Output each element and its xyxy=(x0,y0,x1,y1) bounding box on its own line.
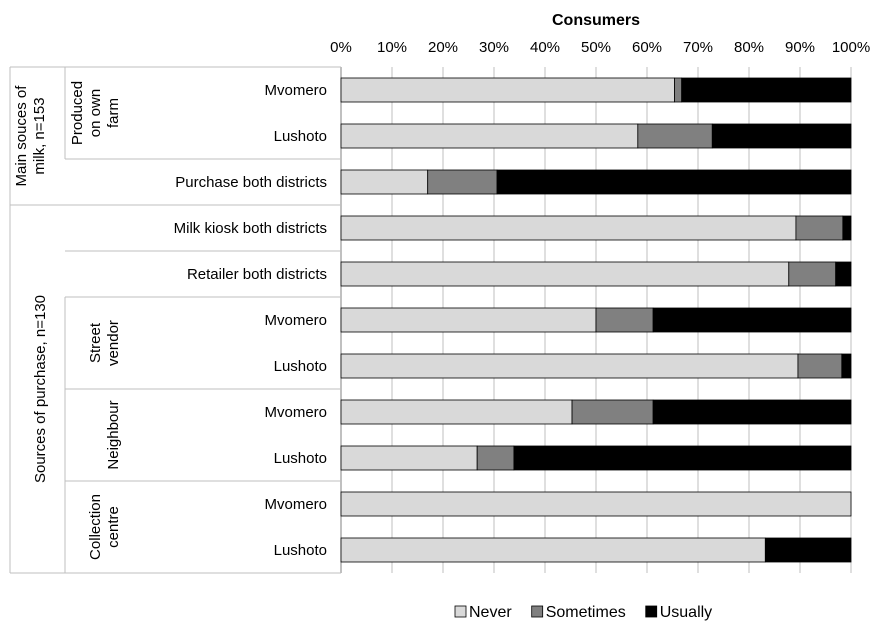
bar-segment-usually xyxy=(681,77,852,103)
bar-segment-never xyxy=(340,537,766,563)
legend-swatch-usually xyxy=(645,605,658,618)
x-tick-labels: 0% 10% 20% 30% 40% 50% 60% 70% 80% 90% 100% xyxy=(330,39,870,56)
bar-segment-usually xyxy=(652,399,852,425)
row-label: Lushoto xyxy=(274,358,327,375)
bar-segment-sometimes xyxy=(797,353,843,379)
bar-segment-usually xyxy=(841,353,852,379)
x-tick-label: 10% xyxy=(377,39,407,56)
bar-segment-usually xyxy=(496,169,852,195)
inner-group-label-line: farm xyxy=(105,98,122,128)
bar-segment-never xyxy=(340,307,597,333)
inner-group-label-line: centre xyxy=(105,506,122,548)
row-label: Purchase both districts xyxy=(175,174,327,191)
inner-group-label-line: Produced xyxy=(69,81,86,145)
bar-segment-usually xyxy=(835,261,852,287)
legend-swatch-never xyxy=(454,605,467,618)
bar-segment-sometimes xyxy=(571,399,654,425)
row-labels: Mvomero Lushoto Purchase both districts Mil… xyxy=(174,82,327,559)
bar-segment-never xyxy=(340,123,639,149)
bar-segment-never xyxy=(340,399,573,425)
bar-segment-never xyxy=(340,491,852,517)
x-tick-label: 60% xyxy=(632,39,662,56)
outer-group-label-line: milk, n=153 xyxy=(31,97,48,174)
bar-segment-sometimes xyxy=(788,261,837,287)
outer-group-label-line: Main souces of xyxy=(13,85,30,187)
bar-segment-usually xyxy=(652,307,852,333)
inner-group-label: Neighbour xyxy=(105,400,122,469)
x-tick-label: 50% xyxy=(581,39,611,56)
legend-swatch-sometimes xyxy=(531,605,544,618)
row-label: Retailer both districts xyxy=(187,266,327,283)
bar-segment-never xyxy=(340,445,478,471)
inner-group-label: Collection centre xyxy=(87,494,122,560)
row-label: Mvomero xyxy=(264,404,327,421)
x-tick-label: 100% xyxy=(832,39,870,56)
bar-segment-usually xyxy=(842,215,852,241)
bar-segment-sometimes xyxy=(595,307,654,333)
bar-segment-sometimes xyxy=(795,215,844,241)
bar-segment-sometimes xyxy=(674,77,683,103)
x-tick-label: 20% xyxy=(428,39,458,56)
bar-segment-never xyxy=(340,77,675,103)
bar-segment-sometimes xyxy=(476,445,515,471)
bar-segment-never xyxy=(340,215,797,241)
row-label: Mvomero xyxy=(264,82,327,99)
bar-segment-sometimes xyxy=(427,169,498,195)
bars xyxy=(340,77,852,563)
inner-group-label-line: vendor xyxy=(105,320,122,366)
x-tick-label: 70% xyxy=(683,39,713,56)
bar-segment-usually xyxy=(711,123,852,149)
outer-group-label: Sources of purchase, n=130 xyxy=(32,295,49,483)
x-tick-label: 40% xyxy=(530,39,560,56)
row-label: Mvomero xyxy=(264,312,327,329)
x-tick-label: 80% xyxy=(734,39,764,56)
inner-group-label: Street vendor xyxy=(87,320,122,366)
bar-segment-never xyxy=(340,353,799,379)
row-label: Lushoto xyxy=(274,128,327,145)
legend-label-sometimes: Sometimes xyxy=(546,604,626,621)
inner-group-label: Produced on own farm xyxy=(69,81,122,145)
legend-label-usually: Usually xyxy=(660,604,712,621)
inner-group-label-line: on own xyxy=(87,89,104,137)
row-label: Lushoto xyxy=(274,450,327,467)
bar-segment-usually xyxy=(513,445,852,471)
row-label: Lushoto xyxy=(274,542,327,559)
row-label: Milk kiosk both districts xyxy=(174,220,327,237)
bar-segment-never xyxy=(340,261,790,287)
x-tick-label: 30% xyxy=(479,39,509,56)
group-labels: Main souces of milk, n=153 Sources of purc… xyxy=(13,81,122,560)
row-label: Mvomero xyxy=(264,496,327,513)
chart-title: Consumers xyxy=(552,12,640,29)
inner-group-label-line: Neighbour xyxy=(105,400,122,469)
inner-group-label-line: Street xyxy=(87,322,104,363)
inner-group-label-line: Collection xyxy=(87,494,104,560)
bar-segment-never xyxy=(340,169,429,195)
x-tick-label: 0% xyxy=(330,39,352,56)
bar-segment-usually xyxy=(764,537,852,563)
legend-label-never: Never xyxy=(469,604,512,621)
x-tick-label: 90% xyxy=(785,39,815,56)
outer-group-label-line: Sources of purchase, n=130 xyxy=(32,295,49,483)
outer-group-label: Main souces of milk, n=153 xyxy=(13,85,48,187)
legend: Never Sometimes Usually xyxy=(454,604,712,621)
bar-segment-sometimes xyxy=(637,123,713,149)
category-frame xyxy=(9,66,341,574)
